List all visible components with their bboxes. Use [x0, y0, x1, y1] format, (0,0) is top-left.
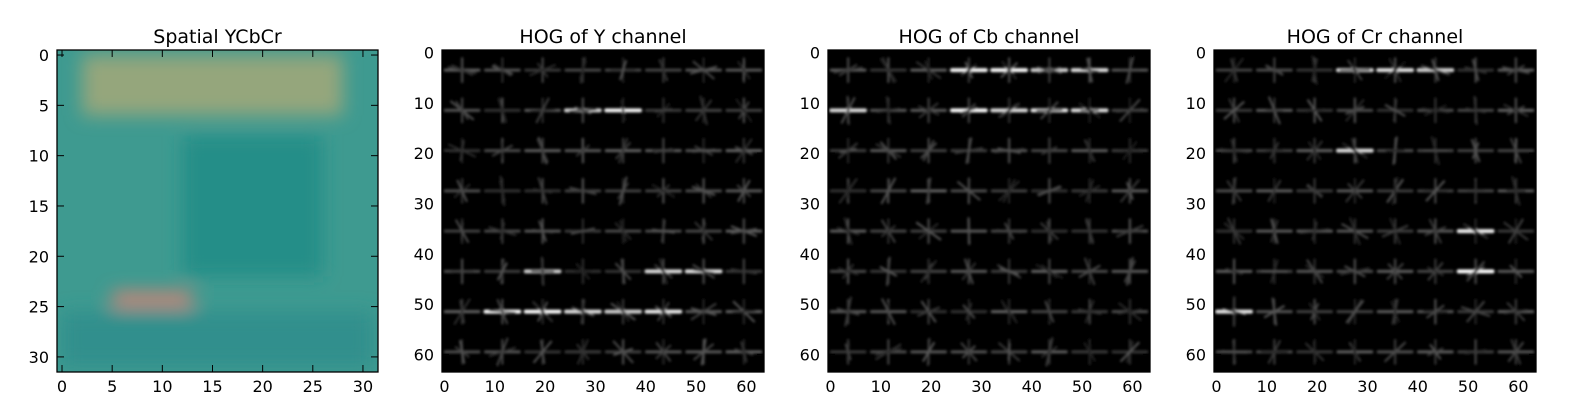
y-tick-label: 20 — [800, 144, 820, 163]
hog-background — [1214, 50, 1536, 372]
y-tick-label: 30 — [1186, 194, 1206, 213]
y-tick-label: 50 — [800, 295, 820, 314]
hog-background — [828, 50, 1150, 372]
y-tick-label: 15 — [29, 197, 49, 216]
y-tick-label: 30 — [414, 194, 434, 213]
y-tick-label: 5 — [39, 96, 49, 115]
y-tick-label: 10 — [1186, 94, 1206, 113]
photo-region — [112, 292, 192, 307]
y-tick-label: 60 — [800, 345, 820, 364]
x-tick-label: 5 — [107, 377, 117, 396]
x-tick-label: 20 — [535, 377, 555, 396]
x-tick-label: 10 — [152, 377, 172, 396]
x-tick-label: 0 — [439, 377, 449, 396]
x-tick-label: 0 — [57, 377, 67, 396]
y-tick-label: 10 — [414, 94, 434, 113]
hog-background — [442, 50, 764, 372]
x-tick-label: 10 — [1257, 377, 1277, 396]
y-tick-label: 40 — [800, 245, 820, 264]
panel-1-title: HOG of Y channel — [519, 26, 686, 48]
x-tick-label: 40 — [636, 377, 656, 396]
panel-hog-cr: HOG of Cr channel 0 10 20 30 40 50 60 0 10 20 30 40… — [1186, 26, 1536, 396]
x-tick-label: 50 — [1072, 377, 1092, 396]
x-tick-label: 40 — [1022, 377, 1042, 396]
photo-region — [182, 136, 322, 277]
panel-hog-y: HOG of Y channel 0 10 20 30 40 50 60 0 10 20 30 40 5… — [414, 26, 764, 396]
panel-3-title: HOG of Cr channel — [1287, 26, 1464, 48]
photo-region — [62, 312, 373, 367]
y-tick-label: 50 — [414, 295, 434, 314]
y-tick-label: 40 — [414, 245, 434, 264]
x-tick-label: 30 — [353, 377, 373, 396]
photo-region — [82, 55, 343, 115]
y-tick-label: 60 — [1186, 345, 1206, 364]
y-tick-label: 20 — [414, 144, 434, 163]
x-tick-label: 20 — [252, 377, 272, 396]
x-tick-label: 20 — [1307, 377, 1327, 396]
x-tick-label: 60 — [1122, 377, 1142, 396]
x-tick-label: 60 — [1508, 377, 1528, 396]
hog-cr-image — [1214, 50, 1536, 372]
x-tick-label: 10 — [485, 377, 505, 396]
x-tick-label: 25 — [303, 377, 323, 396]
y-tick-label: 0 — [1196, 44, 1206, 63]
y-tick-label: 60 — [414, 345, 434, 364]
panel-0-title: Spatial YCbCr — [153, 26, 282, 48]
x-tick-label: 40 — [1408, 377, 1428, 396]
y-tick-label: 30 — [800, 194, 820, 213]
panel-2-title: HOG of Cb channel — [899, 26, 1080, 48]
y-tick-label: 20 — [1186, 144, 1206, 163]
y-tick-label: 0 — [39, 46, 49, 65]
y-tick-label: 50 — [1186, 295, 1206, 314]
y-tick-label: 10 — [800, 94, 820, 113]
x-tick-label: 20 — [921, 377, 941, 396]
panel-spatial-ycbcr: Spatial YCbCr 0 5 10 15 20 25 30 0 5 10 15 20 25 30 — [29, 26, 378, 396]
hog-y-image — [442, 50, 764, 372]
y-tick-label: 20 — [29, 247, 49, 266]
y-tick-label: 40 — [1186, 245, 1206, 264]
y-tick-label: 25 — [29, 298, 49, 317]
x-tick-label: 0 — [825, 377, 835, 396]
x-tick-label: 30 — [971, 377, 991, 396]
x-tick-label: 15 — [202, 377, 222, 396]
x-tick-label: 10 — [871, 377, 891, 396]
y-tick-label: 0 — [424, 44, 434, 63]
hog-cb-image — [828, 50, 1150, 372]
x-tick-label: 60 — [736, 377, 756, 396]
y-tick-label: 10 — [29, 147, 49, 166]
x-tick-label: 30 — [585, 377, 605, 396]
x-tick-label: 0 — [1211, 377, 1221, 396]
x-tick-label: 50 — [1458, 377, 1478, 396]
x-tick-label: 30 — [1357, 377, 1377, 396]
spatial-ycbcr-image — [57, 50, 378, 372]
x-tick-label: 50 — [686, 377, 706, 396]
panel-hog-cb: HOG of Cb channel 0 10 20 30 40 50 60 0 10 20 30 40… — [800, 26, 1150, 396]
y-tick-label: 30 — [29, 348, 49, 367]
y-tick-label: 0 — [810, 44, 820, 63]
